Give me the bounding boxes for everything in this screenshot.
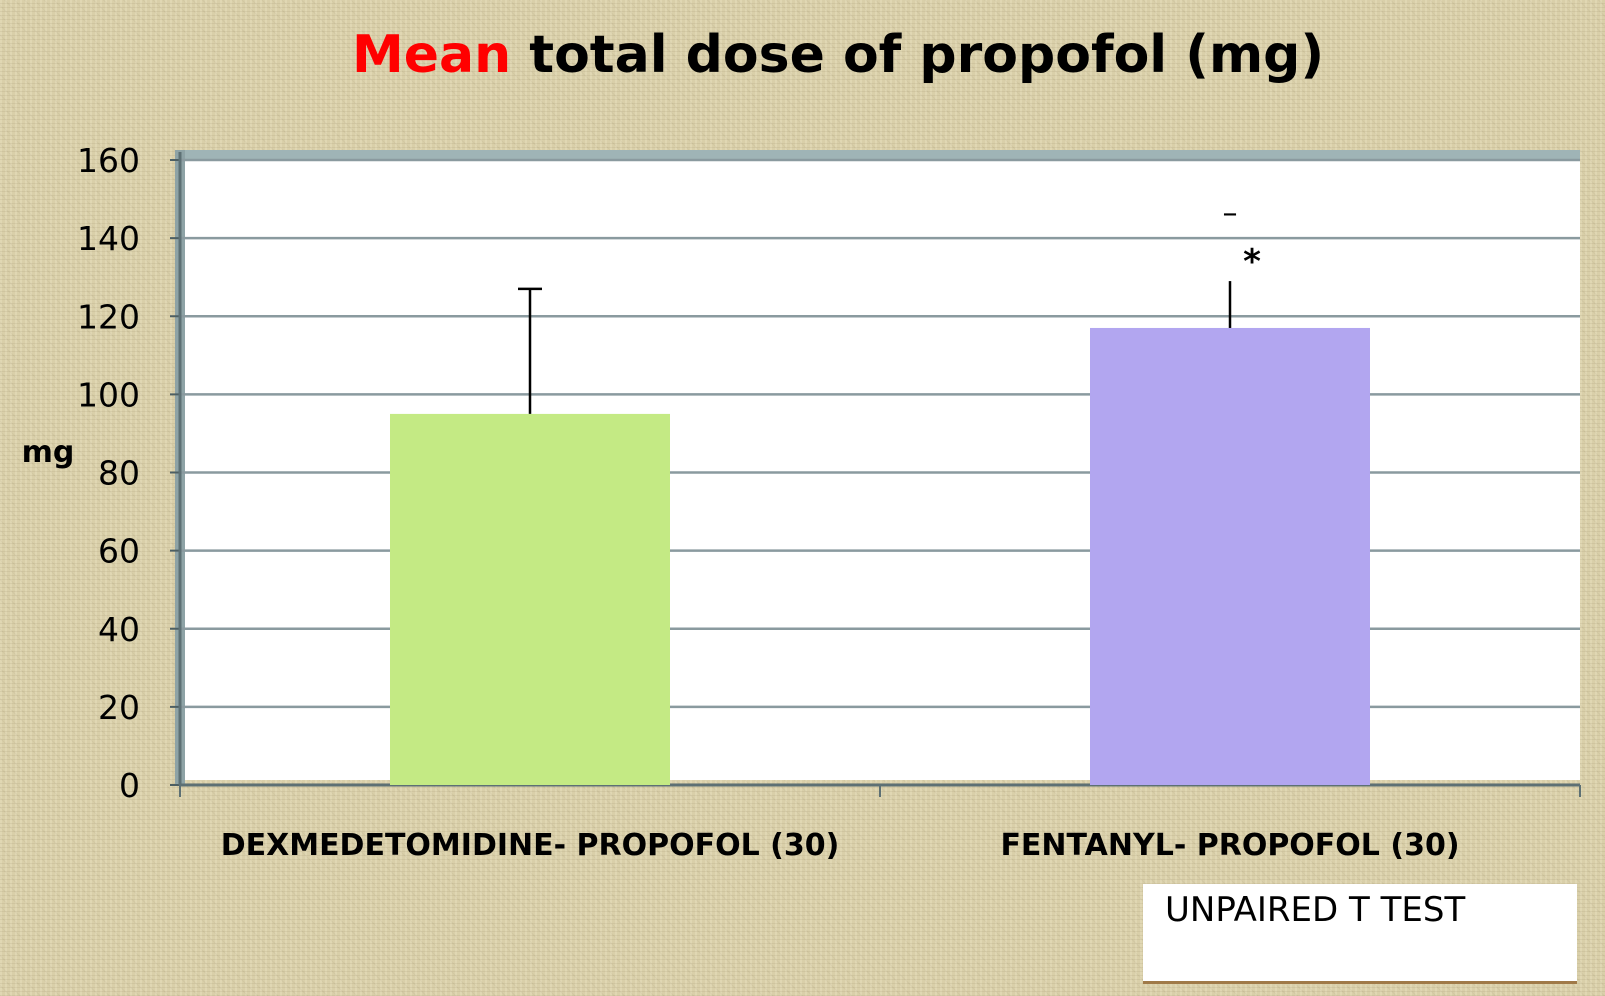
bars — [390, 327, 1370, 785]
y-axis-label: mg — [22, 435, 75, 470]
y-tick-label: 60 — [98, 532, 140, 571]
test-note-box: UNPAIRED T TEST — [1143, 884, 1577, 984]
annotations: –* — [1223, 196, 1262, 282]
y-tick-label: 40 — [98, 610, 140, 649]
y-tick-label: 160 — [77, 141, 140, 180]
category-labels: DEXMEDETOMIDINE- PROPOFOL (30) FENTANYL- … — [221, 828, 1460, 863]
y-tick-label: 100 — [77, 375, 140, 414]
significance-star: * — [1243, 242, 1261, 282]
y-tick-label: 120 — [77, 297, 140, 336]
annotation-dash: – — [1223, 196, 1238, 231]
x-category-label: DEXMEDETOMIDINE- PROPOFOL (30) — [221, 828, 840, 863]
test-note-text: UNPAIRED T TEST — [1165, 890, 1466, 930]
chart-title: Mean total dose of propofol (mg) — [352, 25, 1324, 85]
y-tick-label: 0 — [119, 766, 140, 805]
bar — [1090, 327, 1370, 785]
y-tick-label: 80 — [98, 454, 140, 493]
y-tick-label: 140 — [77, 219, 140, 258]
error-bars — [518, 281, 1232, 414]
chart-title-rest: total dose of propofol (mg) — [511, 25, 1324, 85]
x-category-label: FENTANYL- PROPOFOL (30) — [1000, 828, 1459, 863]
bar — [390, 413, 670, 785]
y-tick-labels: 0 20 40 60 80 100 120 140 160 — [77, 141, 140, 805]
chart-title-highlight: Mean — [352, 25, 511, 85]
y-tick-label: 20 — [98, 688, 140, 727]
